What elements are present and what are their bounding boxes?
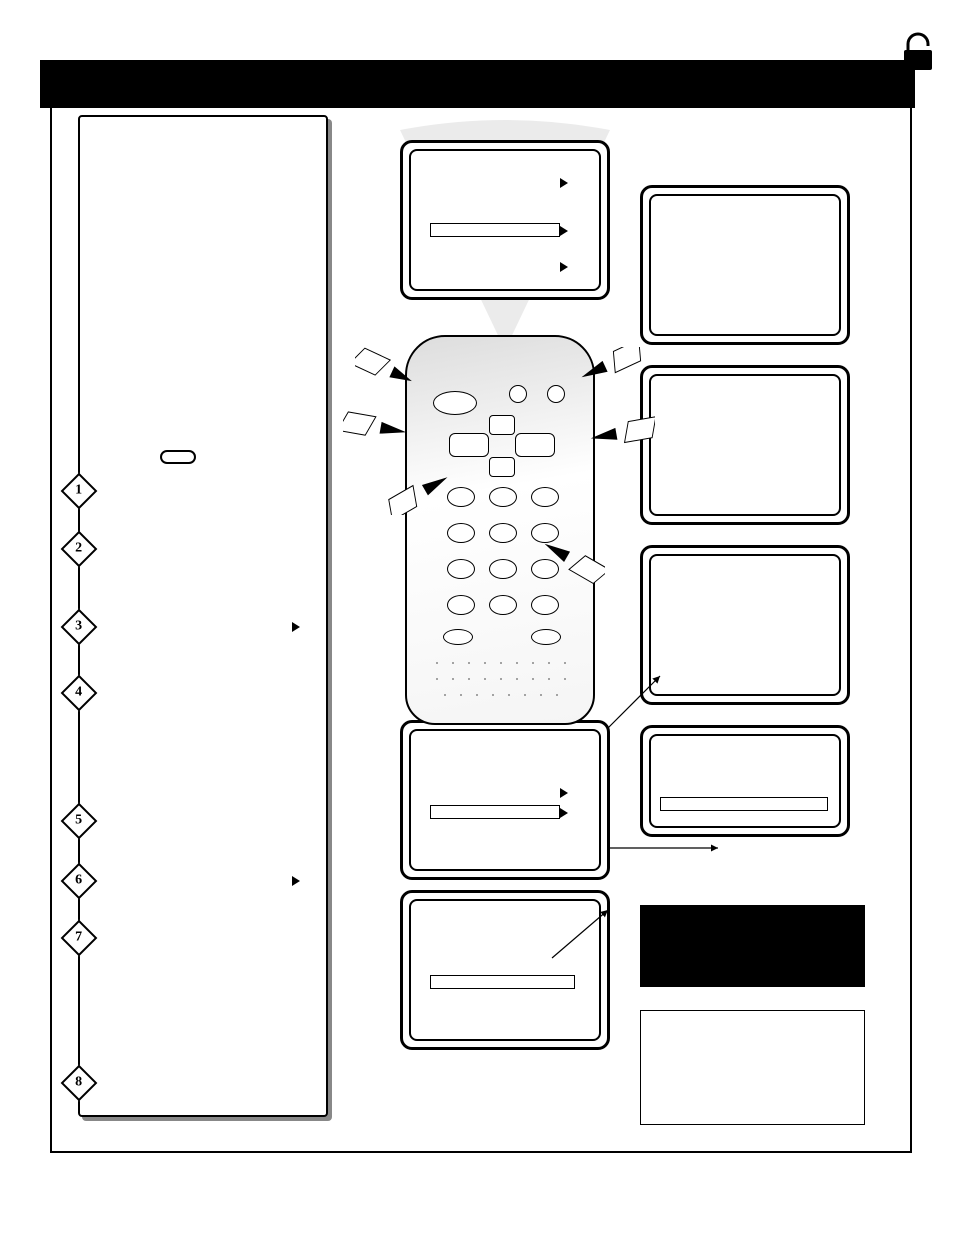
remote-dpad-down[interactable]: [489, 457, 515, 477]
step-number: 6: [75, 873, 82, 889]
remote-num-7[interactable]: [447, 559, 475, 579]
remote-small-button-1[interactable]: [509, 385, 527, 403]
hand-pointer-icon: [355, 345, 435, 395]
remote-control: [405, 325, 595, 725]
steps-sidebar: [78, 115, 328, 1117]
menu-highlight: [430, 975, 575, 989]
menu-highlight: [660, 797, 828, 811]
remote-dpad-up[interactable]: [489, 415, 515, 435]
note-box: [640, 1010, 865, 1125]
remote-num-star[interactable]: [447, 595, 475, 615]
hand-pointer-icon: [385, 455, 475, 515]
hand-pointer-icon: [343, 401, 433, 451]
step-arrow-icon: [292, 622, 300, 632]
tv-screen-6: [640, 725, 850, 837]
remote-bottom-left[interactable]: [443, 629, 473, 645]
step-number: 5: [75, 813, 82, 829]
menu-highlight: [430, 805, 560, 819]
tv-screen-7: [400, 890, 610, 1050]
menu-arrow-icon: [560, 178, 568, 188]
pill-indicator: [160, 450, 196, 464]
hand-pointer-icon: [515, 525, 605, 585]
remote-num-2[interactable]: [489, 487, 517, 507]
menu-arrow-icon: [560, 808, 568, 818]
remote-num-4[interactable]: [447, 523, 475, 543]
remote-speaker-dots: [407, 655, 597, 715]
tv-screen-3: [640, 365, 850, 525]
remote-num-5[interactable]: [489, 523, 517, 543]
step-number: 4: [75, 685, 82, 701]
menu-arrow-icon: [560, 262, 568, 272]
step-number: 8: [75, 1075, 82, 1091]
remote-bottom-right[interactable]: [531, 629, 561, 645]
remote-num-0[interactable]: [489, 595, 517, 615]
remote-dpad-left[interactable]: [449, 433, 489, 457]
step-number: 2: [75, 541, 82, 557]
step-arrow-icon: [292, 876, 300, 886]
menu-arrow-icon: [560, 788, 568, 798]
hand-pointer-icon: [555, 347, 645, 397]
menu-highlight: [430, 223, 560, 237]
header-black-bar: [40, 60, 915, 108]
remote-num-8[interactable]: [489, 559, 517, 579]
step-number: 1: [75, 483, 82, 499]
step-number: 7: [75, 930, 82, 946]
hand-pointer-icon: [565, 413, 655, 463]
menu-arrow-icon: [560, 226, 568, 236]
tv-screen-4: [640, 545, 850, 705]
tv-screen-1: [400, 140, 610, 300]
tv-screen-5: [400, 720, 610, 880]
remote-menu-button[interactable]: [433, 391, 477, 415]
remote-num-3[interactable]: [531, 487, 559, 507]
remote-dpad-right[interactable]: [515, 433, 555, 457]
callout-black-box: [640, 905, 865, 987]
remote-num-hash[interactable]: [531, 595, 559, 615]
step-number: 3: [75, 619, 82, 635]
tv-screen-2: [640, 185, 850, 345]
